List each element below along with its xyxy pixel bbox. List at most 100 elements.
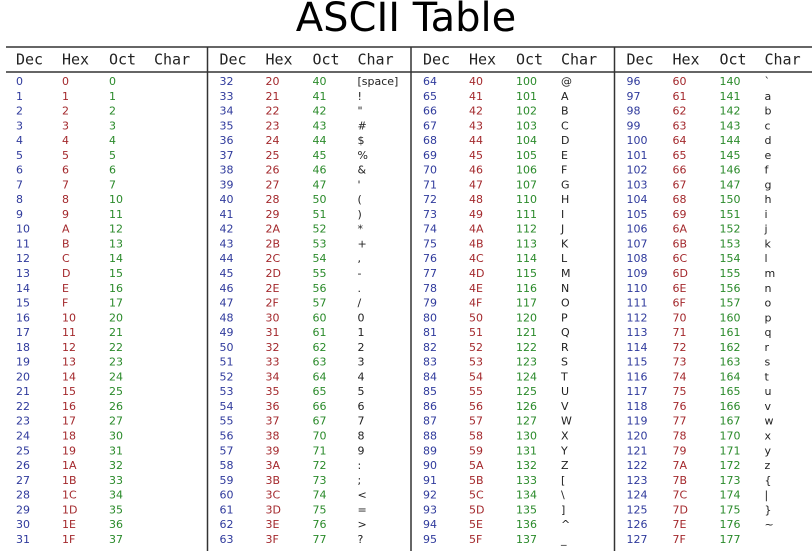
char-cell: F: [561, 164, 567, 177]
char-cell: w: [765, 415, 774, 428]
char-cell: !: [358, 90, 362, 103]
dec-cell: 73: [423, 208, 437, 221]
char-cell: $: [358, 134, 365, 147]
dec-cell: 120: [627, 429, 648, 442]
hex-cell: 47: [469, 178, 483, 191]
char-cell: t: [765, 370, 770, 383]
dec-cell: 68: [423, 134, 437, 147]
hex-cell: 21: [266, 90, 280, 103]
hex-cell: 62: [673, 105, 687, 118]
char-cell: -: [358, 267, 362, 280]
hex-cell: 9: [62, 208, 69, 221]
hex-cell: 6A: [673, 223, 688, 236]
oct-cell: 15: [109, 267, 123, 280]
hex-cell: 58: [469, 429, 483, 442]
oct-cell: 6: [109, 164, 116, 177]
dec-cell: 53: [220, 385, 234, 398]
char-cell: {: [765, 474, 772, 487]
char-cell: L: [561, 252, 568, 265]
oct-cell: 112: [516, 223, 537, 236]
char-cell: B: [561, 105, 569, 118]
dec-cell: 4: [16, 134, 23, 147]
oct-cell: 42: [313, 105, 327, 118]
dec-cell: 94: [423, 518, 437, 531]
char-cell: 2: [358, 341, 365, 354]
dec-cell: 70: [423, 164, 437, 177]
hex-cell: 8: [62, 193, 69, 206]
dec-cell: 99: [627, 119, 641, 132]
oct-cell: 44: [313, 134, 327, 147]
dec-cell: 116: [627, 370, 648, 383]
dec-cell: 2: [16, 105, 23, 118]
hex-cell: D: [62, 267, 70, 280]
dec-cell: 37: [220, 149, 234, 162]
dec-cell: 63: [220, 533, 234, 546]
hex-cell: 25: [266, 149, 280, 162]
oct-cell: 12: [109, 223, 123, 236]
column-header: Dec: [627, 51, 654, 69]
oct-cell: 61: [313, 326, 327, 339]
oct-cell: 37: [109, 533, 123, 546]
oct-cell: 136: [516, 518, 537, 531]
char-cell: }: [765, 503, 772, 516]
hex-cell: 3F: [266, 533, 279, 546]
dec-cell: 71: [423, 178, 437, 191]
dec-cell: 69: [423, 149, 437, 162]
dec-cell: 17: [16, 326, 30, 339]
oct-cell: 116: [516, 282, 537, 295]
dec-cell: 15: [16, 297, 30, 310]
oct-cell: 62: [313, 341, 327, 354]
column-header: Hex: [673, 51, 700, 69]
hex-cell: 1B: [62, 474, 77, 487]
hex-cell: 41: [469, 90, 483, 103]
hex-cell: 29: [266, 208, 280, 221]
char-cell: s: [765, 356, 771, 369]
oct-cell: 65: [313, 385, 327, 398]
oct-cell: 147: [720, 178, 741, 191]
oct-cell: 150: [720, 193, 741, 206]
oct-cell: 52: [313, 223, 327, 236]
oct-cell: 4: [109, 134, 116, 147]
oct-cell: 34: [109, 489, 123, 502]
char-cell: e: [765, 149, 772, 162]
hex-cell: 2D: [266, 267, 281, 280]
oct-cell: 177: [720, 533, 741, 546]
hex-cell: 23: [266, 119, 280, 132]
hex-cell: 17: [62, 415, 76, 428]
column-header: Oct: [516, 51, 543, 69]
hex-cell: 22: [266, 105, 280, 118]
oct-cell: 123: [516, 356, 537, 369]
char-cell: 4: [358, 370, 365, 383]
oct-cell: 70: [313, 429, 327, 442]
char-cell: .: [358, 282, 362, 295]
hex-cell: 1A: [62, 459, 77, 472]
char-cell: i: [765, 208, 768, 221]
oct-cell: 31: [109, 444, 123, 457]
char-cell: (: [358, 193, 362, 206]
hex-cell: 44: [469, 134, 483, 147]
dec-cell: 82: [423, 341, 437, 354]
dec-cell: 88: [423, 429, 437, 442]
dec-cell: 86: [423, 400, 437, 413]
oct-cell: 125: [516, 385, 537, 398]
dec-cell: 97: [627, 90, 641, 103]
char-cell: n: [765, 282, 772, 295]
hex-cell: E: [62, 282, 69, 295]
hex-cell: 38: [266, 429, 280, 442]
hex-cell: 59: [469, 444, 483, 457]
hex-cell: F: [62, 297, 68, 310]
hex-cell: 26: [266, 164, 280, 177]
hex-cell: 27: [266, 178, 280, 191]
dec-cell: 18: [16, 341, 30, 354]
oct-cell: 121: [516, 326, 537, 339]
hex-cell: 40: [469, 75, 483, 88]
dec-cell: 76: [423, 252, 437, 265]
oct-cell: 156: [720, 282, 741, 295]
oct-cell: 51: [313, 208, 327, 221]
dec-cell: 98: [627, 105, 641, 118]
char-cell: U: [561, 385, 569, 398]
dec-cell: 49: [220, 326, 234, 339]
hex-cell: 7: [62, 178, 69, 191]
oct-cell: 22: [109, 341, 123, 354]
